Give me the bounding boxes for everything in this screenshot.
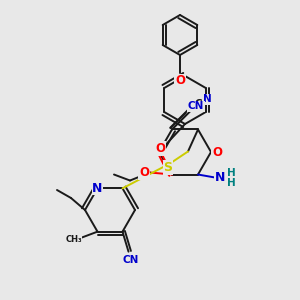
Text: O: O — [155, 142, 165, 155]
Text: N: N — [92, 182, 103, 195]
Text: H: H — [226, 167, 236, 178]
Text: N: N — [202, 94, 211, 104]
Text: C: C — [194, 100, 202, 110]
Text: N: N — [215, 171, 225, 184]
Text: H: H — [226, 178, 236, 188]
Text: CN: CN — [122, 255, 139, 265]
Text: S: S — [164, 161, 172, 174]
Text: O: O — [175, 74, 185, 88]
Text: CH₃: CH₃ — [65, 235, 82, 244]
Text: O: O — [212, 146, 222, 158]
Text: CN: CN — [188, 101, 204, 112]
Text: O: O — [139, 166, 149, 179]
